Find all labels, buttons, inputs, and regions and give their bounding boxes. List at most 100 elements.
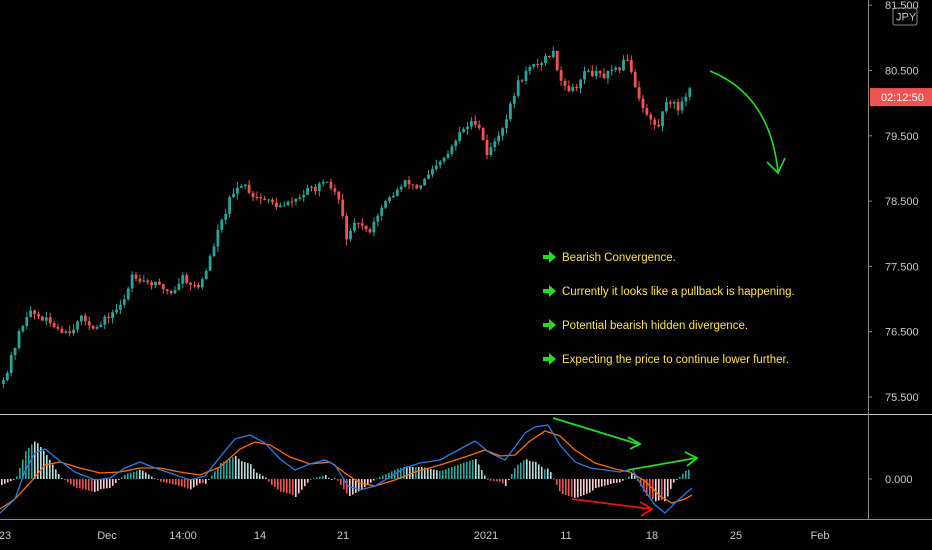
histogram-bar (655, 479, 657, 502)
histogram-bar (154, 478, 156, 480)
histogram-bar (172, 479, 174, 485)
candle-body (21, 326, 25, 332)
time-tick-label: 2021 (474, 530, 498, 542)
histogram-bar (574, 479, 576, 498)
candle-body (349, 230, 352, 240)
histogram-bar (469, 460, 471, 479)
time-tick-label: 14:00 (169, 530, 197, 542)
candle-body (48, 317, 52, 324)
candle-body (44, 317, 48, 321)
candle-body (676, 102, 680, 111)
candle-body (563, 80, 567, 86)
histogram-bar (649, 479, 651, 498)
histogram-bar (298, 479, 300, 494)
histogram-bar (148, 474, 150, 479)
histogram-bar (217, 467, 219, 479)
candle-body (181, 275, 185, 284)
candle-body (384, 201, 387, 208)
candle-body (551, 50, 555, 57)
histogram-bar (178, 479, 180, 486)
histogram-bar (520, 462, 522, 479)
histogram-bar (208, 479, 210, 480)
candle-body (282, 205, 286, 207)
candle-body (142, 280, 146, 282)
candle-body (567, 85, 571, 92)
note-arrow-icon (543, 353, 556, 365)
candle-body (590, 70, 594, 76)
candle-body (618, 67, 621, 71)
histogram-bar (214, 471, 216, 479)
histogram-bar (427, 468, 429, 479)
currency-badge[interactable] (892, 7, 918, 26)
candle-body (544, 55, 547, 64)
histogram-bar (88, 479, 90, 491)
histogram-bar (682, 473, 684, 479)
histogram-bar (292, 479, 294, 496)
candle-body (497, 135, 501, 142)
histogram-bar (115, 479, 117, 483)
candle-body (298, 197, 302, 199)
candle-body (5, 372, 9, 381)
histogram-bar (22, 459, 24, 479)
candle-body (536, 63, 540, 65)
histogram-bar (592, 479, 594, 491)
candle-body (232, 193, 235, 198)
candle-body (72, 329, 75, 334)
time-tick-label: 25 (730, 530, 742, 542)
histogram-bar (313, 478, 315, 479)
candle-body (602, 73, 606, 79)
candle-body (37, 314, 40, 317)
candle-body (200, 279, 204, 288)
histogram-bar (49, 459, 51, 479)
histogram-bar (337, 479, 339, 481)
candle-body (306, 187, 309, 195)
countdown-label: 02:12:50 (881, 92, 924, 104)
candle-body (212, 246, 216, 257)
histogram-bar (643, 479, 645, 492)
histogram-bar (436, 470, 438, 479)
histogram-bar (151, 476, 153, 479)
macd-line (0, 424, 693, 514)
histogram-bar (391, 471, 393, 479)
histogram-bar (79, 479, 81, 489)
histogram-bar (406, 466, 408, 479)
histogram-bar (415, 467, 417, 479)
candle-body (684, 96, 688, 102)
histogram-bar (583, 479, 585, 495)
candle-body (583, 71, 586, 80)
histogram-bar (562, 479, 564, 495)
candle-body (13, 347, 17, 356)
note-arrow-icon (543, 251, 556, 263)
candle-body (372, 221, 376, 233)
time-axis[interactable]: 23 Dec 14:00 14 21 2021 11 18 25 Feb (0, 530, 829, 542)
histogram-bar (130, 472, 132, 479)
histogram-bar (658, 479, 660, 501)
histogram-bar (634, 475, 636, 479)
histogram-bar (112, 479, 114, 486)
histogram-bar (646, 479, 648, 496)
candle-body (302, 194, 306, 198)
candle-body (169, 291, 173, 294)
histogram-bar (454, 465, 456, 479)
macd-pane (0, 424, 693, 514)
histogram-bar (670, 479, 672, 489)
price-tick-label: 78.500 (885, 196, 919, 208)
price-tick-label: 79.500 (885, 131, 919, 143)
histogram-bar (331, 479, 333, 480)
annotation-note: Currently it looks like a pullback is ha… (562, 286, 795, 298)
price-axis[interactable]: 81.500 80.500 79.500 78.500 77.500 76.500 75.5… (868, 0, 932, 486)
histogram-bar (568, 479, 570, 496)
histogram-bar (163, 479, 165, 483)
time-tick-label: 14 (254, 530, 266, 542)
candle-body (665, 102, 668, 112)
bearish-arrow (571, 498, 654, 517)
candle-body (368, 229, 372, 233)
histogram-bar (679, 476, 681, 479)
candle-body (446, 153, 450, 158)
histogram-bar (262, 475, 264, 479)
candle-body (485, 140, 489, 156)
candle-body (321, 182, 325, 184)
time-tick-label: Feb (811, 530, 830, 542)
